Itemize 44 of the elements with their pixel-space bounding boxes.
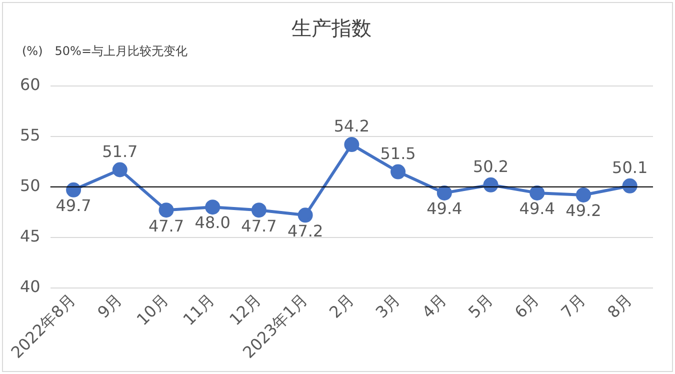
x-tick-label: 3月 <box>372 290 404 322</box>
x-tick-label: 9月 <box>94 290 126 322</box>
x-tick-label: 2月 <box>325 290 358 322</box>
data-label: 49.4 <box>519 199 555 218</box>
point <box>344 137 360 152</box>
point <box>390 164 406 180</box>
data-label: 54.2 <box>334 116 370 136</box>
point <box>158 202 174 218</box>
y-tick-label: 50 <box>20 176 40 196</box>
y-axis-title: (%) <box>22 44 43 58</box>
data-label: 50.1 <box>612 158 648 178</box>
point <box>576 187 591 202</box>
data-label: 51.5 <box>380 144 416 163</box>
data-label: 47.7 <box>148 216 184 236</box>
y-tick-label: 45 <box>20 226 40 246</box>
x-tick-label: 8月 <box>604 290 636 322</box>
x-tick-label: 6月 <box>510 290 543 322</box>
point <box>530 185 545 200</box>
y-tick-label: 40 <box>20 276 40 296</box>
chart-title: 生产指数 <box>292 16 372 40</box>
y-tick-label: 55 <box>20 126 40 145</box>
data-label: 50.2 <box>472 157 509 176</box>
point <box>436 185 452 200</box>
point <box>483 177 498 192</box>
x-tick-label: 12月 <box>226 290 265 330</box>
point <box>298 208 313 223</box>
data-label: 49.4 <box>426 199 462 218</box>
data-label: 48.0 <box>194 213 230 232</box>
x-tick-label: 10月 <box>132 290 172 330</box>
x-tick-label: 4月 <box>418 290 450 322</box>
data-label: 49.7 <box>56 196 92 216</box>
point <box>205 200 220 215</box>
point <box>66 182 82 198</box>
x-tick-label: 5月 <box>464 290 497 322</box>
data-label: 47.2 <box>288 221 324 240</box>
point <box>251 202 266 218</box>
point <box>112 162 128 178</box>
text: 50%=与上月比较无变化 <box>54 44 188 58</box>
x-tick-label: 7月 <box>557 290 590 322</box>
x-tick-label: 11月 <box>179 290 218 330</box>
data-label: 51.7 <box>102 142 138 161</box>
y-tick-label: 60 <box>20 75 40 94</box>
data-label: 49.2 <box>566 201 602 220</box>
data-label: 47.7 <box>241 216 277 236</box>
